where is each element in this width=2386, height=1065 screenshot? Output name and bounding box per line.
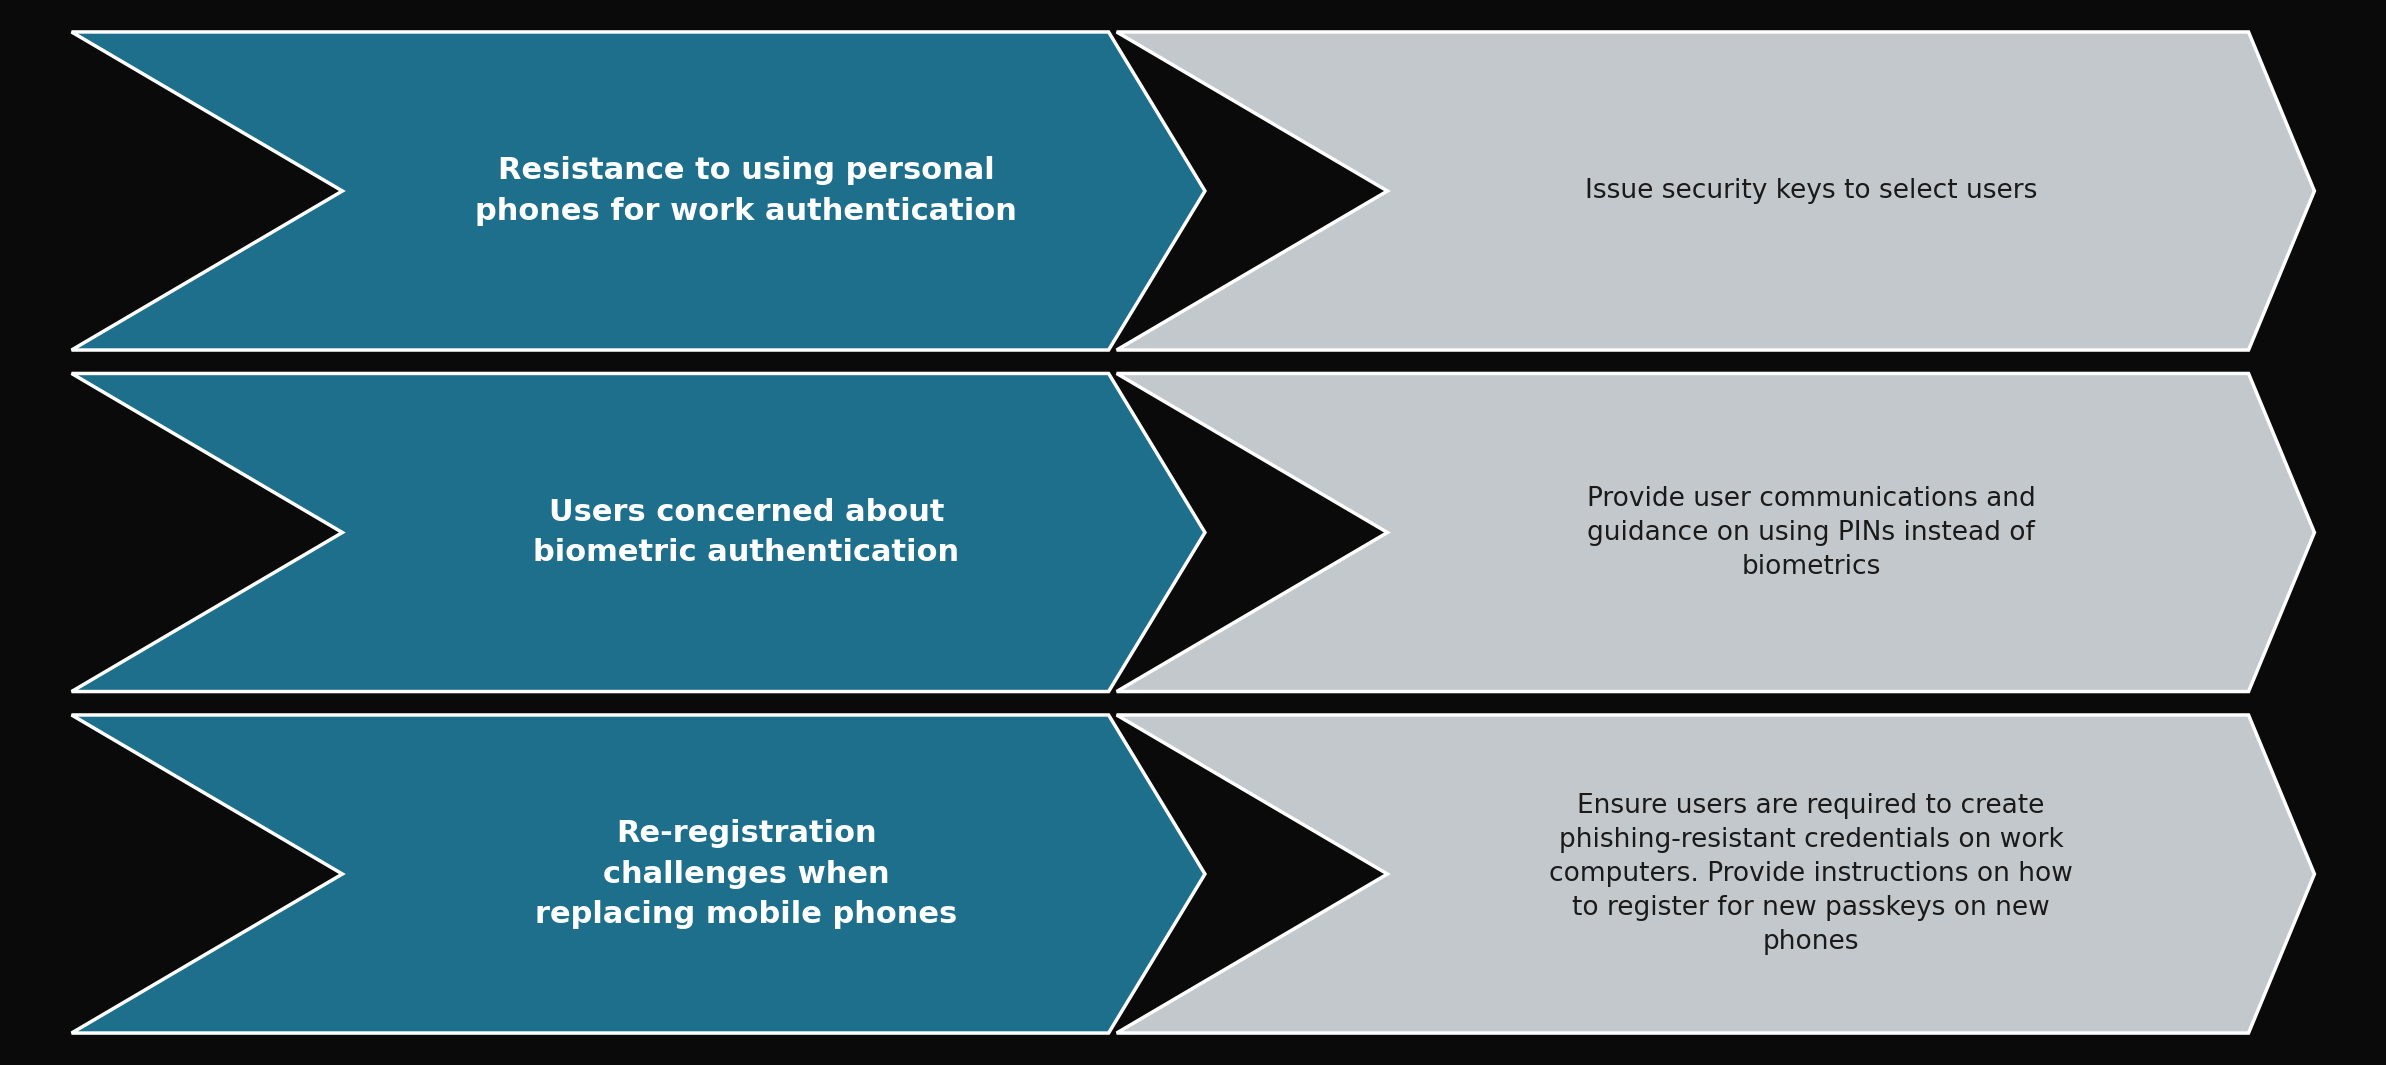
Text: Re-registration
challenges when
replacing mobile phones: Re-registration challenges when replacin…	[534, 819, 957, 929]
Text: Resistance to using personal
phones for work authentication: Resistance to using personal phones for …	[475, 157, 1016, 226]
Polygon shape	[72, 32, 1205, 350]
Text: Users concerned about
biometric authentication: Users concerned about biometric authenti…	[532, 497, 959, 568]
Polygon shape	[72, 715, 1205, 1033]
Text: Provide user communications and
guidance on using PINs instead of
biometrics: Provide user communications and guidance…	[1587, 486, 2035, 579]
Polygon shape	[1117, 32, 2314, 350]
Polygon shape	[1117, 715, 2314, 1033]
Polygon shape	[1117, 374, 2314, 691]
Text: Ensure users are required to create
phishing-resistant credentials on work
compu: Ensure users are required to create phis…	[1549, 793, 2073, 955]
Text: Issue security keys to select users: Issue security keys to select users	[1584, 178, 2038, 204]
Polygon shape	[72, 374, 1205, 691]
